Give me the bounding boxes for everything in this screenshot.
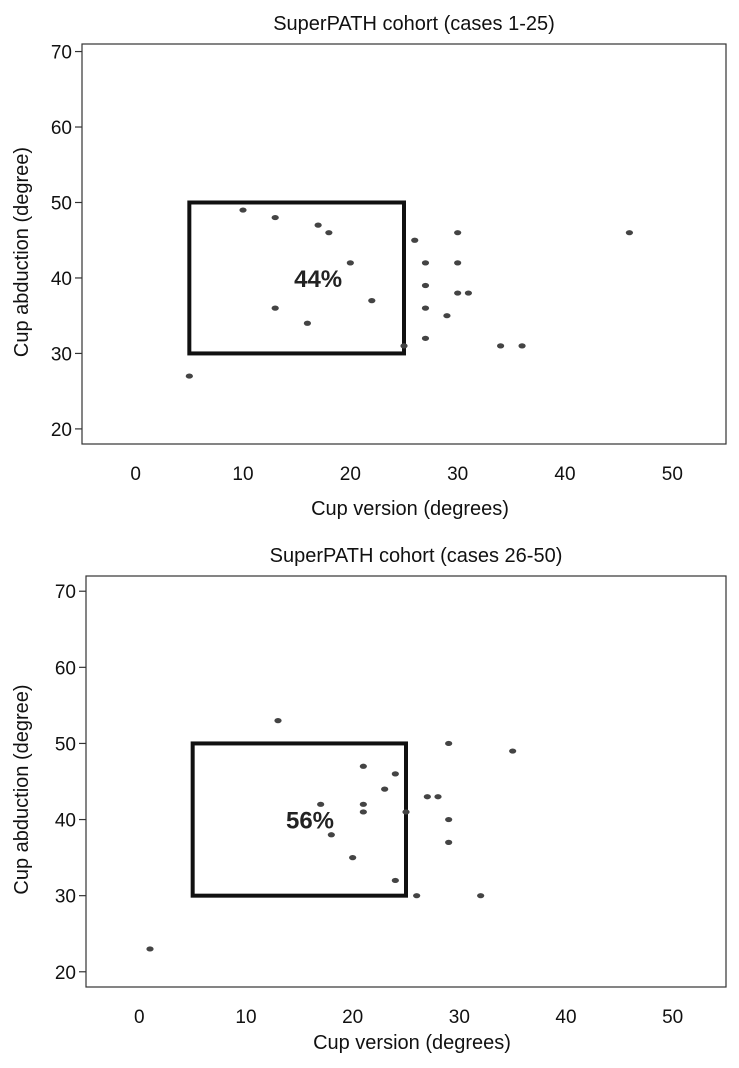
data-point [625, 230, 634, 236]
data-point [271, 214, 279, 221]
x-tick-label: 20 [340, 464, 361, 485]
data-point [239, 207, 247, 213]
data-point [400, 343, 408, 349]
y-tick-label: 50 [51, 193, 72, 214]
data-point [303, 320, 311, 326]
data-point [359, 801, 367, 807]
y-tick-label: 70 [55, 582, 76, 603]
chart-2: SuperPATH cohort (cases 26-50) 20 30 40 50 60… [11, 545, 727, 1054]
data-point [402, 809, 410, 815]
y-tick-label: 60 [55, 658, 76, 679]
data-point [454, 230, 462, 236]
data-point [271, 305, 279, 311]
data-point [346, 260, 354, 266]
chart-title: SuperPATH cohort (cases 1-25) [273, 13, 555, 35]
data-point [434, 794, 442, 800]
data-point [421, 305, 430, 311]
data-point [359, 763, 367, 769]
y-tick-label: 70 [51, 43, 72, 64]
data-point [274, 718, 282, 724]
data-point [391, 877, 399, 884]
x-tick-label: 50 [662, 464, 683, 485]
y-axis-label: Cup abduction (degree) [11, 147, 33, 357]
target-zone-percentage: 56% [286, 808, 334, 835]
data-point [454, 260, 462, 266]
data-point [327, 832, 335, 838]
chart-title: SuperPATH cohort (cases 26-50) [270, 545, 563, 567]
x-tick-label: 50 [662, 1007, 683, 1028]
y-tick-label: 20 [55, 963, 76, 984]
y-tick-label: 40 [51, 269, 72, 290]
data-point [445, 839, 453, 845]
x-tick-label: 40 [554, 464, 575, 485]
data-point [443, 313, 451, 319]
x-tick-label: 0 [134, 1007, 145, 1028]
data-point [381, 786, 389, 792]
data-point [518, 343, 526, 349]
y-tick-label: 30 [51, 344, 72, 365]
data-point [421, 335, 430, 341]
y-tick-label: 50 [55, 734, 76, 755]
y-tick-label: 20 [51, 420, 72, 441]
data-point [421, 260, 430, 266]
target-zone-percentage: 44% [294, 266, 342, 293]
x-tick-label: 30 [447, 464, 468, 485]
data-point [349, 855, 357, 861]
data-point [445, 816, 453, 823]
data-point [317, 801, 325, 807]
data-point [413, 893, 421, 899]
data-point [497, 343, 505, 349]
x-tick-label: 0 [130, 464, 141, 485]
target-zone-box [190, 741, 408, 898]
data-point [509, 748, 517, 754]
data-point [146, 946, 154, 952]
target-zone-box [187, 200, 406, 356]
y-tick-label: 30 [55, 887, 76, 908]
data-point [368, 298, 376, 304]
data-point [454, 290, 462, 296]
data-point [464, 290, 472, 296]
data-point [477, 893, 485, 899]
x-tick-label: 20 [342, 1007, 363, 1028]
y-tick-label: 60 [51, 118, 72, 139]
x-axis-label: Cup version (degrees) [311, 498, 509, 520]
x-tick-label: 40 [555, 1007, 576, 1028]
data-point [445, 740, 453, 747]
x-axis-label: Cup version (degrees) [313, 1032, 511, 1054]
data-point [423, 794, 431, 800]
data-point [391, 771, 399, 777]
data-point [411, 237, 419, 243]
x-tick-label: 30 [449, 1007, 470, 1028]
x-tick-label: 10 [235, 1007, 256, 1028]
plot-frame [85, 575, 727, 988]
data-point [185, 373, 193, 379]
data-point [314, 222, 322, 228]
chart-1: SuperPATH cohort (cases 1-25) 20 30 40 50 60 7… [11, 13, 727, 520]
y-tick-label: 40 [55, 811, 76, 832]
data-point [421, 282, 430, 289]
y-axis-label: Cup abduction (degree) [11, 684, 33, 894]
plot-frame [81, 43, 727, 445]
x-tick-label: 10 [232, 464, 253, 485]
data-point [325, 230, 333, 236]
data-point [359, 809, 367, 815]
